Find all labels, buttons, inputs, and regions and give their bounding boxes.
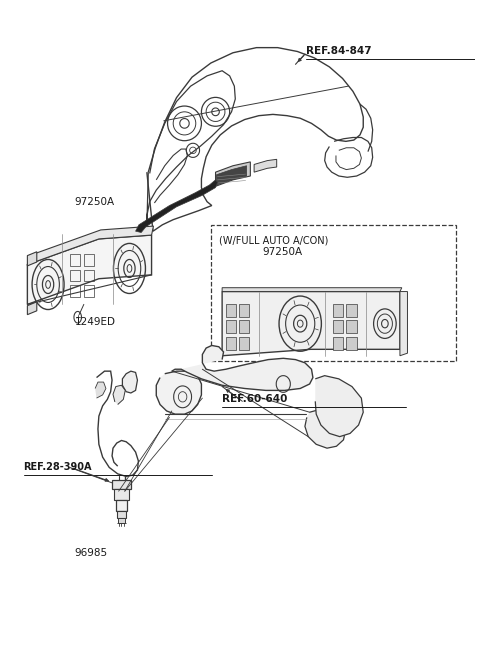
- Polygon shape: [305, 409, 346, 448]
- Bar: [211, 225, 456, 361]
- Text: 97250A: 97250A: [263, 247, 303, 257]
- Polygon shape: [135, 180, 217, 233]
- Polygon shape: [333, 304, 344, 316]
- Polygon shape: [113, 385, 125, 405]
- Polygon shape: [333, 320, 344, 333]
- Polygon shape: [117, 511, 126, 517]
- Polygon shape: [226, 320, 236, 333]
- Polygon shape: [216, 166, 247, 185]
- Polygon shape: [222, 291, 400, 356]
- Polygon shape: [346, 337, 357, 350]
- Text: (W/FULL AUTO A/CON): (W/FULL AUTO A/CON): [219, 235, 328, 245]
- Polygon shape: [118, 517, 125, 523]
- Polygon shape: [172, 345, 313, 390]
- Polygon shape: [315, 375, 363, 437]
- Polygon shape: [27, 226, 154, 265]
- Polygon shape: [27, 235, 152, 305]
- Polygon shape: [239, 304, 250, 316]
- Polygon shape: [122, 371, 137, 393]
- Polygon shape: [156, 371, 202, 414]
- Polygon shape: [27, 252, 37, 266]
- Polygon shape: [116, 500, 127, 511]
- Text: 97250A: 97250A: [74, 196, 115, 207]
- Polygon shape: [216, 162, 251, 186]
- Polygon shape: [222, 288, 402, 291]
- Text: REF.60-640: REF.60-640: [222, 394, 288, 404]
- Polygon shape: [333, 337, 344, 350]
- Text: 1249ED: 1249ED: [74, 318, 115, 328]
- Polygon shape: [346, 304, 357, 316]
- Text: REF.28-390A: REF.28-390A: [24, 462, 92, 472]
- Text: 96985: 96985: [74, 548, 108, 559]
- Polygon shape: [95, 382, 106, 398]
- Polygon shape: [239, 320, 250, 333]
- Polygon shape: [27, 302, 37, 314]
- Polygon shape: [226, 304, 236, 316]
- Polygon shape: [114, 489, 129, 500]
- Polygon shape: [254, 159, 276, 172]
- Polygon shape: [400, 291, 408, 356]
- Polygon shape: [112, 480, 131, 489]
- Polygon shape: [239, 337, 250, 350]
- Text: REF.84-847: REF.84-847: [306, 47, 372, 56]
- Polygon shape: [226, 337, 236, 350]
- Polygon shape: [346, 320, 357, 333]
